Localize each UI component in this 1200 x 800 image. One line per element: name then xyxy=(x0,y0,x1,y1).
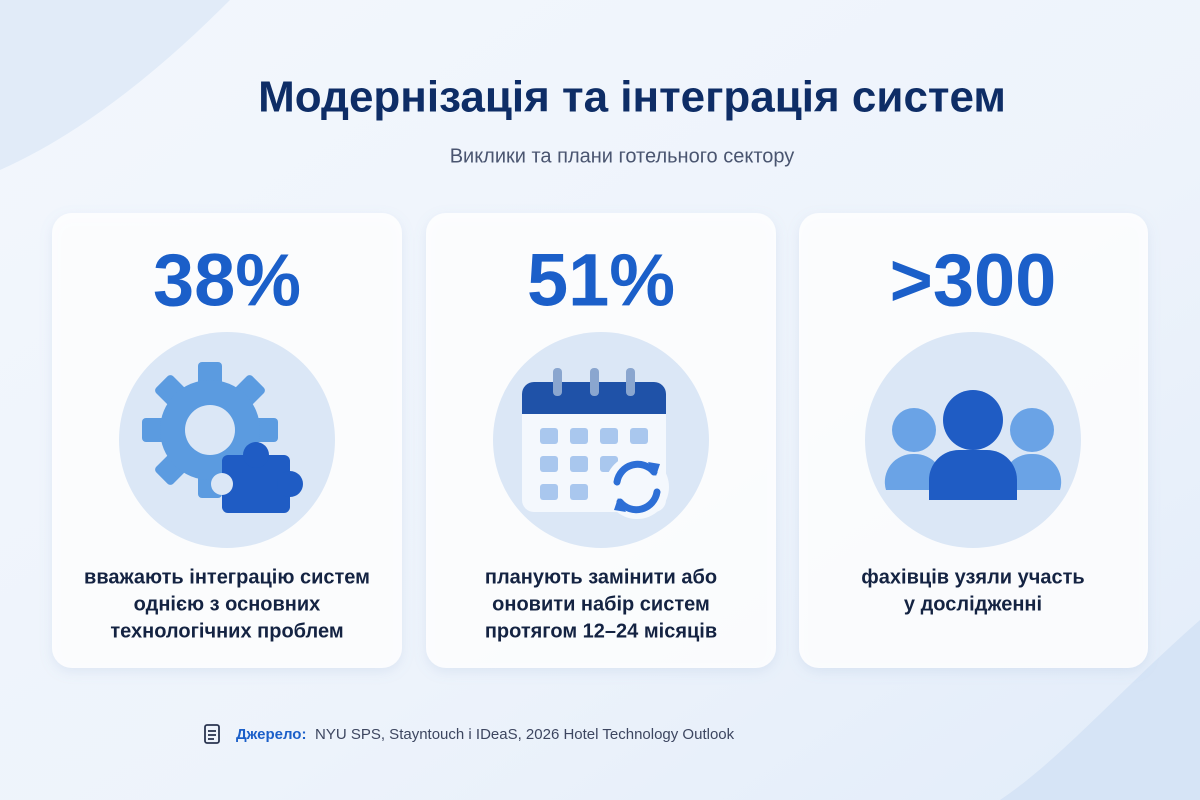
description: технологічних проблем xyxy=(110,620,343,642)
card: 38% вважають інтеграцію систем одні xyxy=(52,213,402,668)
description: вважають інтеграцію систем xyxy=(84,566,370,588)
people-icon xyxy=(884,390,1062,500)
description: протягом 12–24 місяців xyxy=(485,620,717,642)
decor-wave xyxy=(0,0,230,170)
title: Модернізація та інтеграція систем xyxy=(258,73,1006,122)
source-label: Джерело: xyxy=(236,726,306,743)
stat: 38% xyxy=(153,239,301,322)
stat: >300 xyxy=(890,239,1057,322)
card: 51% планують замінити або оновити набір … xyxy=(426,213,776,668)
source: Джерело: NYU SPS, Stayntouch і IDeaS, 20… xyxy=(204,724,735,744)
description: планують замінити або xyxy=(485,566,717,588)
description: однією з основних xyxy=(134,593,321,615)
document-icon xyxy=(204,724,220,744)
stat: 51% xyxy=(527,239,675,322)
source-text: NYU SPS, Stayntouch і IDeaS, 2026 Hotel … xyxy=(315,726,735,743)
card: >300 фахівців узяли участь у дослідженні xyxy=(799,213,1148,668)
decor-wave xyxy=(1000,620,1200,800)
calendar-icon xyxy=(522,368,669,519)
puzzle-icon xyxy=(211,442,303,513)
description: оновити набір систем xyxy=(492,593,710,615)
subtitle: Виклики та плани готельного сектору xyxy=(450,145,795,167)
description: у дослідженні xyxy=(904,593,1042,615)
description: фахівців узяли участь xyxy=(861,566,1084,588)
